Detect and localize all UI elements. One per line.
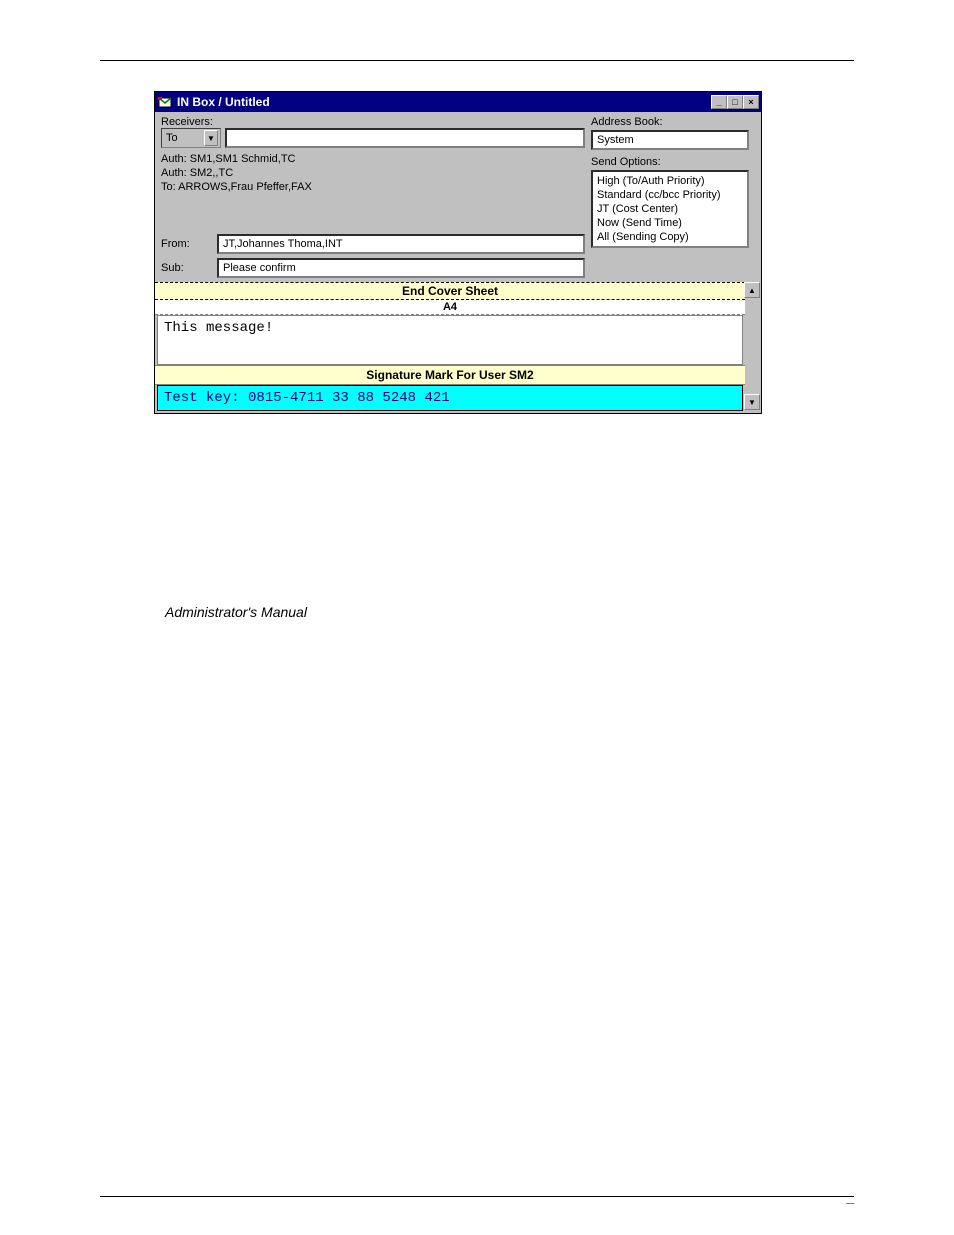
from-input[interactable]: JT,Johannes Thoma,INT [217, 234, 585, 254]
scroll-down-button[interactable]: ▼ [744, 394, 760, 410]
send-option: JT (Cost Center) [597, 202, 743, 216]
app-icon [157, 94, 173, 110]
window-body: Receivers: To ▼ Auth: SM1,SM1 Schmid,TC … [155, 112, 761, 282]
top-horizontal-rule [100, 60, 854, 61]
address-book-label: Address Book: [591, 116, 757, 128]
chevron-down-icon: ▼ [204, 130, 218, 146]
window-title: IN Box / Untitled [177, 95, 270, 109]
send-option: Standard (cc/bcc Priority) [597, 188, 743, 202]
send-options-list[interactable]: High (To/Auth Priority) Standard (cc/bcc… [591, 170, 749, 248]
send-option: Now (Send Time) [597, 216, 743, 230]
from-value: JT,Johannes Thoma,INT [223, 238, 343, 250]
app-window: IN Box / Untitled _ □ × Receivers: To ▼ [154, 91, 762, 414]
send-options-label: Send Options: [591, 156, 757, 168]
left-panel: Receivers: To ▼ Auth: SM1,SM1 Schmid,TC … [155, 112, 591, 282]
close-button[interactable]: × [743, 95, 759, 109]
a4-divider: A4 [155, 300, 745, 315]
sub-input[interactable]: Please confirm [217, 258, 585, 278]
maximize-button[interactable]: □ [727, 95, 743, 109]
window-controls: _ □ × [711, 95, 759, 109]
end-cover-sheet-divider: End Cover Sheet [155, 282, 745, 300]
message-text: This message! [164, 320, 273, 336]
sub-value: Please confirm [223, 262, 296, 274]
document-body-area: ▲ End Cover Sheet A4 This message! Signa… [155, 282, 761, 411]
bottom-dash: _ [846, 1189, 854, 1205]
recipient-line: To: ARROWS,Frau Pfeffer,FAX [161, 180, 585, 194]
message-area[interactable]: This message! [157, 315, 743, 365]
titlebar: IN Box / Untitled _ □ × [155, 92, 761, 112]
bottom-horizontal-rule [100, 1196, 854, 1197]
address-book-input[interactable]: System [591, 130, 749, 150]
signature-header: Signature Mark For User SM2 [155, 365, 745, 385]
footer-manual-text: Administrator's Manual [165, 604, 914, 620]
right-panel: Address Book: System Send Options: High … [591, 112, 761, 282]
to-dropdown-label: To [166, 132, 178, 144]
send-option: High (To/Auth Priority) [597, 174, 743, 188]
receivers-label: Receivers: [161, 116, 585, 128]
signature-area[interactable]: Test key: 0815-4711 33 88 5248 421 [157, 385, 743, 411]
from-label: From: [161, 238, 207, 250]
recipient-line: Auth: SM1,SM1 Schmid,TC [161, 152, 585, 166]
recipients-list: Auth: SM1,SM1 Schmid,TC Auth: SM2,,TC To… [161, 150, 585, 230]
signature-text: Test key: 0815-4711 33 88 5248 421 [164, 390, 450, 406]
to-dropdown[interactable]: To ▼ [161, 128, 221, 148]
scroll-up-button[interactable]: ▲ [744, 282, 760, 298]
recipient-line: Auth: SM2,,TC [161, 166, 585, 180]
address-book-value: System [597, 134, 634, 146]
send-option: All (Sending Copy) [597, 230, 743, 244]
to-input[interactable] [225, 128, 585, 148]
minimize-button[interactable]: _ [711, 95, 727, 109]
sub-label: Sub: [161, 262, 207, 274]
